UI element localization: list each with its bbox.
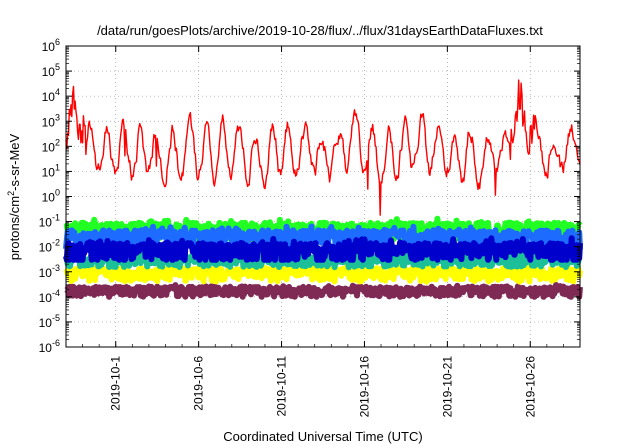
y-tick-label: 10-3 [39,263,60,280]
y-tick-label: 10-6 [39,338,60,355]
x-tick-label: 2019-10-6 [192,356,206,411]
x-axis-label: Coordinated Universal Time (UTC) [223,429,422,444]
y-tick-label: 101 [42,162,60,179]
y-tick-label: 100 [42,188,60,205]
y-tick-label: 10-5 [39,313,60,330]
x-axis-ticks: 2019-10-1 2019-10-6 2019-10-11 2019-10-16 20… [65,46,581,418]
x-tick-label: 2019-10-11 [275,356,289,417]
y-tick-label: 10-2 [39,238,60,255]
y-axis-ticks: 10-6 10-5 10-4 10-3 10-2 10-1 100 101 102 103 104 1… [39,37,580,355]
series-line-2 [63,262,583,285]
y-tick-label: 105 [42,62,60,79]
series-line-1 [63,282,583,300]
y-tick-label: 102 [42,137,60,154]
x-tick-label: 2019-10-26 [523,356,537,418]
y-tick-label: 10-4 [39,288,60,305]
y-tick-label: 10-1 [39,213,60,230]
x-tick-label: 2019-10-21 [440,356,454,418]
y-tick-label: 104 [42,87,60,104]
series-line-6 [63,235,583,263]
y-axis-label: protons/cm2-s-sr-MeV [6,133,22,260]
series-line-7 [65,79,581,216]
grid [66,45,580,348]
y-tick-label: 103 [42,112,60,129]
chart-title: /data/run/goesPlots/archive/2019-10-28/f… [97,23,543,38]
x-tick-label: 2019-10-1 [109,356,123,411]
y-tick-label: 106 [42,37,60,54]
series-group [63,79,583,300]
x-tick-label: 2019-10-16 [357,356,371,418]
